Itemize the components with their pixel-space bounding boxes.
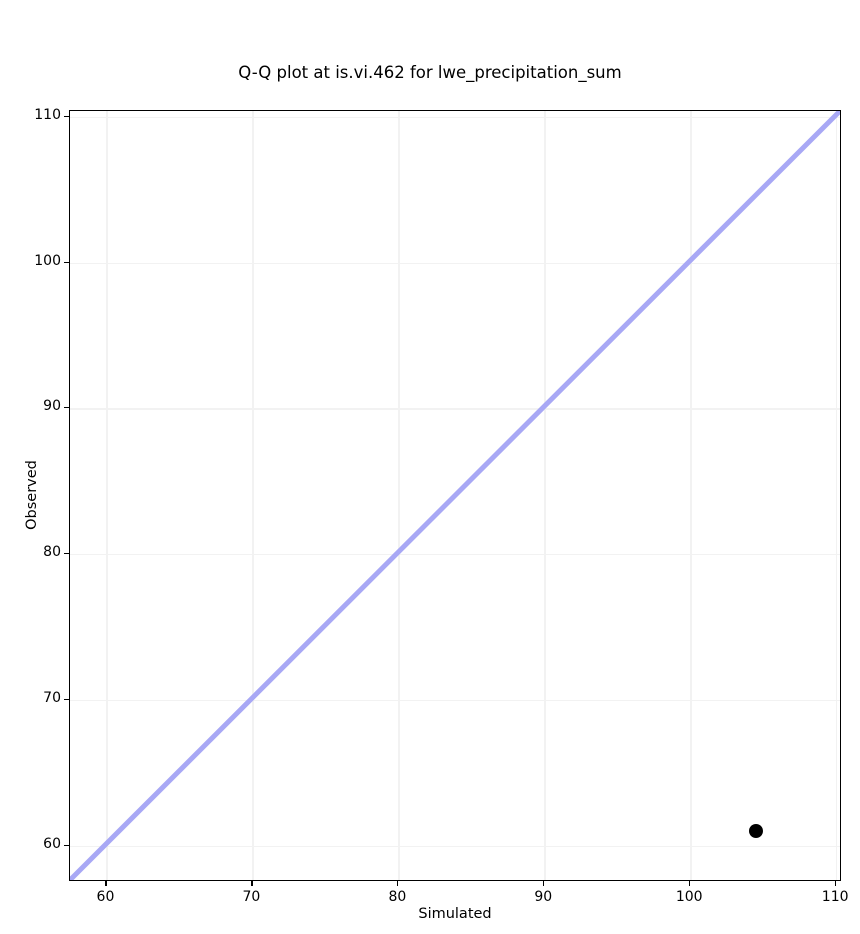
y-tick-label: 90	[43, 398, 61, 415]
chart-title-line-1: Q-Q plot at is.vi.462 for lwe_precipitat…	[238, 63, 622, 82]
data-point-marker	[748, 823, 763, 838]
gridline-horizontal	[70, 408, 840, 410]
y-tick-mark	[64, 698, 69, 700]
x-tick-label: 70	[242, 889, 261, 905]
reference-line-svg	[70, 111, 840, 880]
gridline-horizontal	[70, 262, 840, 264]
gridline-horizontal	[70, 116, 840, 119]
gridline-horizontal	[70, 845, 840, 847]
plot-area	[69, 110, 841, 881]
gridline-horizontal	[70, 554, 840, 556]
x-tick-label: 80	[388, 889, 407, 905]
y-tick-label: 80	[43, 544, 61, 561]
gridline-vertical	[544, 111, 546, 880]
x-tick-label: 100	[675, 889, 703, 905]
one-to-one-line	[70, 111, 840, 880]
gridline-vertical	[836, 111, 838, 880]
y-tick-label: 70	[43, 689, 61, 706]
x-tick-mark	[105, 881, 107, 886]
y-tick-label: 60	[43, 835, 61, 852]
x-tick-label: 90	[534, 889, 553, 905]
gridline-vertical	[690, 111, 692, 880]
y-tick-label: 100	[34, 252, 61, 269]
y-tick-label: 110	[34, 106, 61, 123]
x-tick-mark	[543, 881, 545, 886]
reference-line	[70, 111, 840, 880]
x-tick-mark	[251, 881, 253, 886]
x-axis-label: Simulated	[418, 906, 492, 922]
y-tick-mark	[64, 261, 69, 263]
y-axis-label: Observed	[24, 460, 40, 530]
x-tick-mark	[397, 881, 399, 886]
y-tick-mark	[64, 115, 69, 117]
gridline-horizontal	[70, 699, 840, 702]
x-tick-label: 110	[821, 889, 849, 905]
gridline-vertical	[398, 111, 400, 880]
y-tick-mark	[64, 844, 69, 846]
x-tick-mark	[835, 881, 837, 886]
y-tick-mark	[64, 407, 69, 409]
gridline-vertical	[106, 111, 108, 880]
x-tick-mark	[689, 881, 691, 886]
y-tick-mark	[64, 553, 69, 555]
gridline-vertical	[252, 111, 254, 880]
x-tick-label: 60	[96, 889, 115, 905]
